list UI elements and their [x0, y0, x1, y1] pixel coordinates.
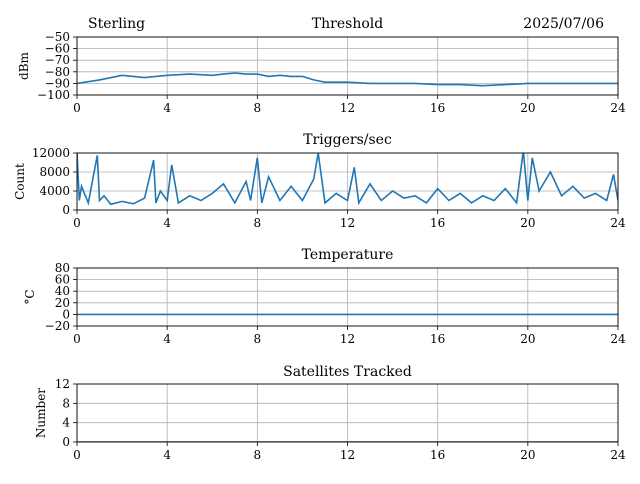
y-tick-label: 12 — [55, 377, 70, 391]
x-tick-label: 16 — [430, 216, 445, 230]
panel-title: Threshold — [312, 16, 383, 32]
y-tick-label: −100 — [37, 88, 70, 102]
y-axis-label: Number — [34, 388, 48, 438]
y-tick-label: −70 — [45, 53, 70, 67]
x-tick-label: 20 — [520, 332, 535, 346]
y-axis-label: dBm — [17, 51, 31, 80]
x-tick-label: 4 — [163, 101, 171, 115]
y-tick-label: 4 — [62, 416, 70, 430]
x-tick-label: 12 — [340, 101, 355, 115]
y-tick-label: −80 — [45, 65, 70, 79]
panel-2: 0 4 8 12 16 20 24 0 4000 8000 12000 Triggers/sec Cou… — [13, 132, 626, 230]
x-tick-label: 24 — [610, 448, 626, 462]
report-date: 2025/07/06 — [523, 16, 604, 32]
station-name: Sterling — [88, 16, 145, 32]
x-tick-label: 0 — [73, 448, 81, 462]
x-tick-label: 8 — [254, 101, 262, 115]
y-tick-label: −20 — [45, 319, 70, 333]
x-tick-label: 20 — [520, 216, 535, 230]
x-tick-label: 0 — [73, 101, 81, 115]
x-tick-label: 4 — [163, 448, 171, 462]
x-tick-label: 8 — [254, 216, 262, 230]
panel-title: Triggers/sec — [303, 132, 392, 148]
y-tick-label: −60 — [45, 42, 70, 56]
y-tick-label: 8 — [62, 396, 70, 410]
y-tick-label: 0 — [62, 203, 70, 217]
y-tick-label: −50 — [45, 30, 70, 44]
y-tick-label: 4000 — [39, 184, 70, 198]
y-tick-label: 40 — [55, 284, 70, 298]
y-tick-label: 20 — [55, 296, 70, 310]
x-tick-label: 0 — [73, 332, 81, 346]
x-tick-label: 16 — [430, 448, 445, 462]
y-axis-label: °C — [23, 289, 37, 304]
chart-panels: 0 4 8 12 16 20 24 −100−90−80−70−60−50 Threshold d… — [13, 16, 626, 462]
series-line — [77, 72, 618, 87]
x-tick-label: 24 — [610, 216, 626, 230]
x-tick-label: 4 — [163, 332, 171, 346]
x-tick-label: 8 — [254, 332, 262, 346]
x-tick-label: 20 — [520, 101, 535, 115]
y-tick-label: 0 — [62, 307, 70, 321]
y-tick-label: −90 — [45, 76, 70, 90]
x-tick-label: 12 — [340, 216, 355, 230]
panel-title: Satellites Tracked — [283, 364, 412, 380]
x-tick-label: 16 — [430, 101, 445, 115]
y-tick-label: 12000 — [32, 146, 70, 160]
x-tick-label: 12 — [340, 332, 355, 346]
series-line — [77, 153, 618, 206]
x-tick-label: 0 — [73, 216, 81, 230]
x-tick-label: 20 — [520, 448, 535, 462]
y-axis-label: Count — [13, 163, 27, 200]
x-tick-label: 16 — [430, 332, 445, 346]
x-tick-label: 12 — [340, 448, 355, 462]
x-tick-label: 24 — [610, 101, 626, 115]
y-tick-label: 8000 — [39, 165, 70, 179]
y-tick-label: 60 — [55, 273, 70, 287]
panel-4: 0 4 8 12 16 20 24 0 4 8 12 Satellites Tracked Number — [34, 364, 626, 462]
y-tick-label: 0 — [62, 435, 70, 449]
x-tick-label: 4 — [163, 216, 171, 230]
x-tick-label: 24 — [610, 332, 626, 346]
panel-1: 0 4 8 12 16 20 24 −100−90−80−70−60−50 Threshold d… — [17, 16, 626, 115]
panel-title: Temperature — [302, 247, 394, 263]
y-tick-label: 80 — [55, 261, 70, 275]
x-tick-label: 8 — [254, 448, 262, 462]
